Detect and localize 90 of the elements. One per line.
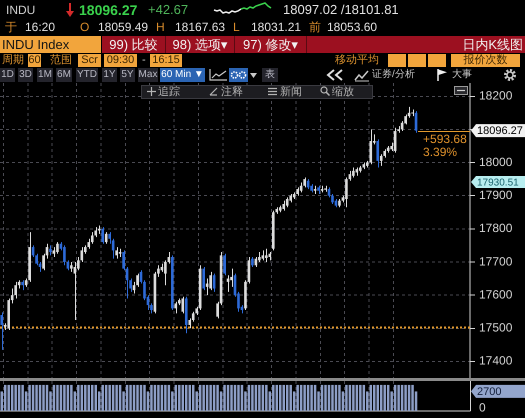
y-tick-label: 17600 xyxy=(479,287,513,302)
candlestick xyxy=(286,196,289,208)
text: Scr xyxy=(78,54,101,67)
candlestick xyxy=(206,278,208,296)
text: 1M xyxy=(37,68,53,82)
y-tick-label: 17800 xyxy=(479,221,513,236)
annotation: 追踪 xyxy=(158,85,180,99)
candlestick xyxy=(282,200,286,212)
y-tick-label: 17400 xyxy=(479,354,513,368)
text: 18096.27 xyxy=(79,1,138,19)
text: 5Y xyxy=(120,68,135,82)
candlestick xyxy=(223,253,226,276)
text: 0 xyxy=(479,400,486,414)
text: INDU Index xyxy=(0,36,101,53)
annotation: +593.68 xyxy=(423,132,468,146)
text: 18059.49 xyxy=(98,19,148,35)
text: 98) 选项▾ xyxy=(166,36,235,53)
candlestick xyxy=(209,271,212,291)
y-tick-label: 17500 xyxy=(479,320,513,335)
candlestick xyxy=(63,244,66,266)
text: 18167.63 xyxy=(175,19,226,35)
candlestick xyxy=(251,256,254,268)
y-tick-label: 18000 xyxy=(479,154,513,169)
candlestick xyxy=(174,301,178,314)
text: 18031.21 xyxy=(251,19,302,35)
candlestick xyxy=(306,178,310,190)
text: O xyxy=(80,19,90,35)
candlestick xyxy=(56,242,59,254)
annotation: 新闻 xyxy=(280,85,302,99)
text: 表 xyxy=(262,68,278,82)
candlestick xyxy=(164,260,167,286)
candlestick xyxy=(369,128,372,165)
text: 16:20 xyxy=(25,19,56,35)
text: 97) 修改▾ xyxy=(235,36,307,53)
text: 2700 xyxy=(477,386,502,398)
text: 于 xyxy=(5,19,17,35)
text: 60 xyxy=(28,54,41,67)
y-tick-label: 18200 xyxy=(479,88,513,103)
text: 3D xyxy=(18,68,33,82)
text: 报价次数 xyxy=(451,54,520,67)
text: 99) 比较 xyxy=(102,36,166,53)
candlestick xyxy=(101,226,104,244)
text: 6M xyxy=(56,68,72,82)
text: 大事 xyxy=(452,68,472,82)
candlestick xyxy=(181,296,184,314)
ref-line-label: 18096.27 xyxy=(477,125,523,138)
text: 18097.02 /18101.81 xyxy=(283,2,399,18)
text: 09:30 xyxy=(104,54,137,67)
text: 前 xyxy=(309,19,321,35)
candlestick xyxy=(380,154,383,166)
candlestick xyxy=(345,176,348,208)
text: +42.67 xyxy=(148,2,188,18)
text: 17930.51 xyxy=(477,177,520,188)
annotation: 3.39% xyxy=(423,144,458,159)
candlestick xyxy=(376,138,380,168)
text: 日内K线图 xyxy=(461,36,523,53)
candlestick xyxy=(115,246,118,260)
candlestick xyxy=(414,110,418,134)
text: 1Y xyxy=(102,68,117,82)
text: 1D xyxy=(0,68,15,82)
annotation: 缩放 xyxy=(332,85,354,99)
candlestick xyxy=(352,167,355,178)
text: INDU xyxy=(6,2,36,18)
text: L xyxy=(233,19,240,35)
text: 范围 xyxy=(50,54,72,67)
text: 周期 xyxy=(2,54,24,67)
text: 16:15 xyxy=(150,54,182,67)
candlestick xyxy=(0,312,4,350)
candlestick xyxy=(90,232,94,244)
text: Max xyxy=(138,68,158,82)
candlestick xyxy=(188,318,192,329)
y-tick-label: 17900 xyxy=(479,188,513,202)
candlestick xyxy=(202,266,205,291)
text: YTD xyxy=(76,68,98,82)
text: 60 Min ▼ xyxy=(160,68,205,82)
candlestick xyxy=(212,273,216,292)
candlestick xyxy=(104,232,108,244)
candlestick xyxy=(74,261,76,320)
candlestick xyxy=(254,256,258,268)
annotation: 注释 xyxy=(221,85,243,99)
text: H xyxy=(156,19,165,35)
text: - xyxy=(142,54,146,67)
candlestick xyxy=(49,244,52,256)
candlestick xyxy=(394,127,396,154)
y-tick-label: 17700 xyxy=(479,254,513,268)
text: 移动平均 xyxy=(335,54,379,67)
candlestick xyxy=(87,238,90,250)
candlestick xyxy=(226,274,230,292)
text: 18053.60 xyxy=(327,19,378,35)
text: 证券/分析 xyxy=(372,68,415,82)
